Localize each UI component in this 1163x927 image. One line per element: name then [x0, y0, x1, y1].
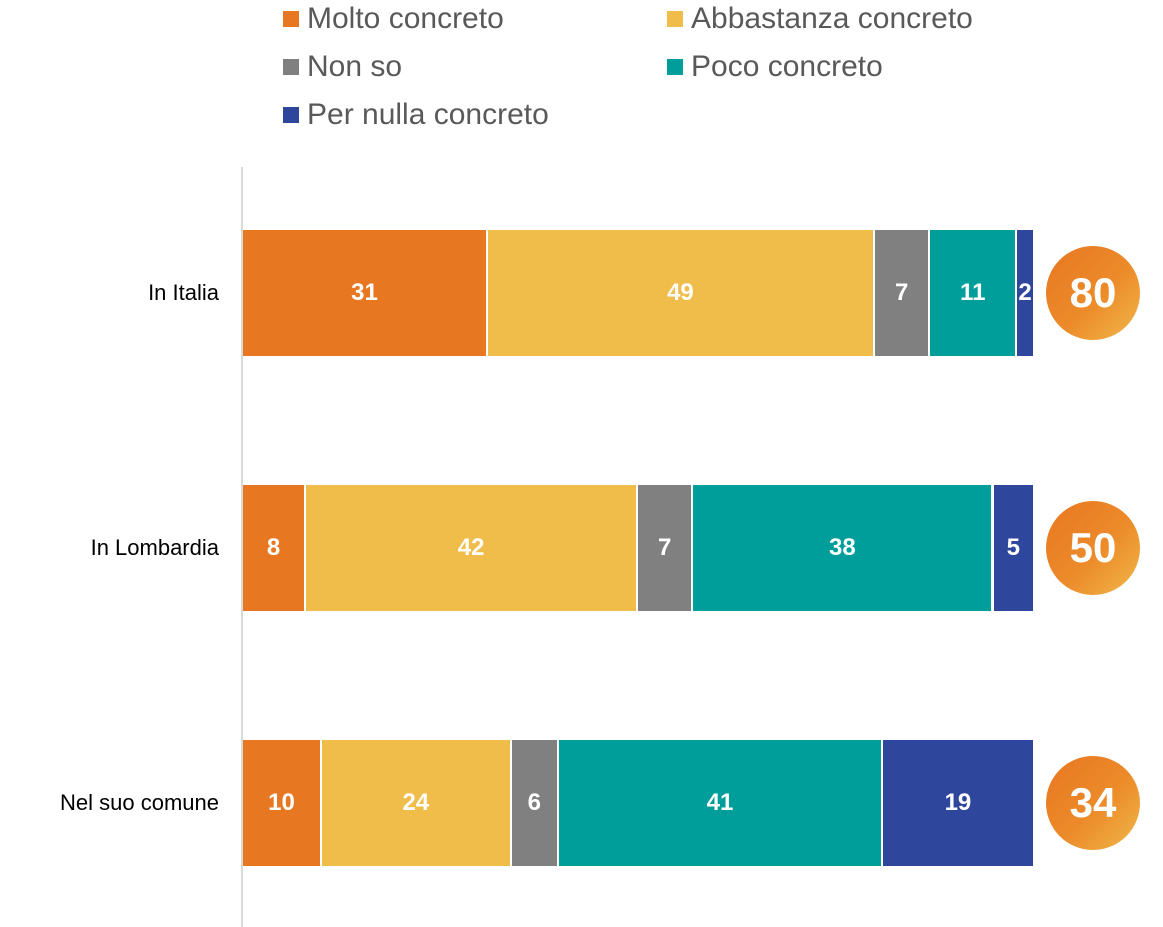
legend-swatch	[283, 11, 299, 27]
legend-item: Molto concreto	[283, 2, 504, 36]
bar-segment: 2	[1017, 230, 1033, 356]
data-label: 41	[706, 789, 734, 816]
data-label: 42	[457, 534, 485, 561]
legend-label: Poco concreto	[691, 50, 883, 83]
bar-segment: 7	[875, 230, 931, 356]
bar-segment: 41	[559, 740, 883, 866]
bar-segment: 38	[693, 485, 994, 611]
bar-segment: 7	[638, 485, 694, 611]
legend-label: Molto concreto	[307, 2, 504, 35]
bar-segment: 24	[322, 740, 512, 866]
bar-segment: 5	[993, 485, 1033, 611]
category-axis-line	[241, 167, 243, 927]
legend-swatch	[667, 59, 683, 75]
bar-segment: 49	[487, 230, 875, 356]
data-label: 8	[266, 534, 281, 561]
legend-item: Non so	[283, 50, 402, 84]
total-badge: 50	[1046, 501, 1140, 595]
data-label: 7	[894, 279, 909, 306]
data-label: 49	[667, 279, 694, 306]
bar-segment: 8	[243, 485, 307, 611]
data-label: 5	[1006, 534, 1020, 561]
data-label: 24	[402, 789, 430, 816]
legend-swatch	[283, 59, 299, 75]
bar-segment: 19	[882, 740, 1033, 866]
legend-item: Abbastanza concreto	[667, 2, 973, 36]
data-label: 7	[657, 534, 672, 561]
legend-label: Non so	[307, 50, 403, 83]
bar-segment: 31	[243, 230, 488, 356]
legend-item: Poco concreto	[667, 50, 883, 84]
category-label: In Italia	[148, 280, 219, 305]
legend-label: Abbastanza concreto	[691, 2, 973, 35]
total-badge: 80	[1046, 246, 1140, 340]
legend-swatch	[283, 107, 299, 123]
legend-swatch	[667, 11, 683, 27]
bar-segment: 10	[243, 740, 322, 866]
data-label: 2	[1018, 279, 1032, 306]
bar-segment: 6	[511, 740, 559, 866]
category-label: Nel suo comune	[60, 790, 219, 815]
legend-label: Per nulla concreto	[307, 98, 549, 131]
data-label: 10	[268, 789, 295, 816]
data-label: 38	[829, 534, 856, 561]
legend-item: Per nulla concreto	[283, 98, 549, 132]
data-label: 6	[527, 789, 541, 816]
category-label: In Lombardia	[90, 535, 219, 560]
data-label: 11	[960, 279, 986, 306]
bar-segment: 42	[306, 485, 638, 611]
data-label: 31	[351, 279, 378, 306]
bar-segment: 11	[930, 230, 1018, 356]
total-badge: 34	[1046, 756, 1140, 850]
data-label: 19	[944, 789, 972, 816]
